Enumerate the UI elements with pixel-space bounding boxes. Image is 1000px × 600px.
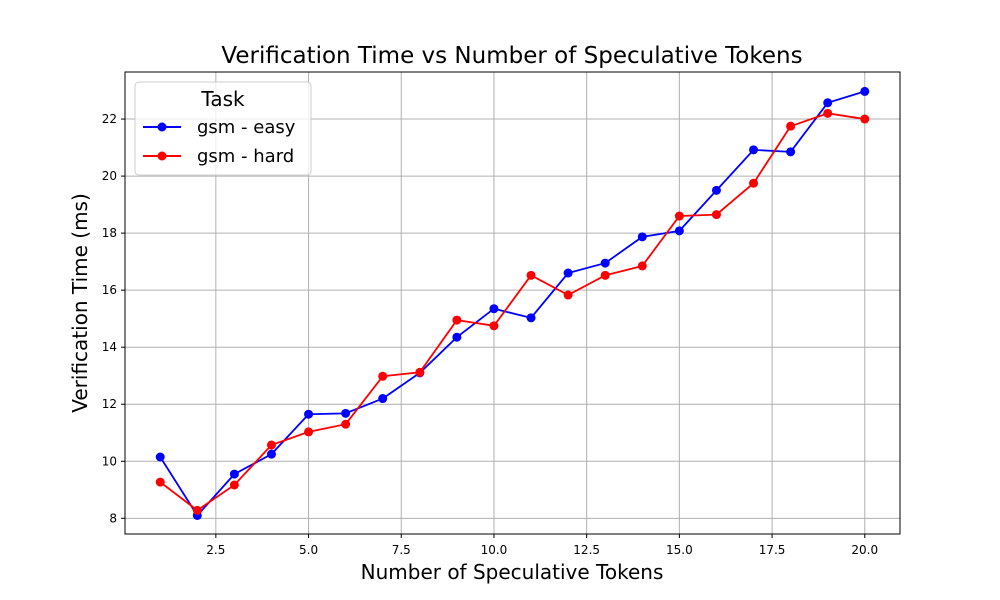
x-tick-label: 2.5 xyxy=(206,543,225,557)
data-point-gsm-hard xyxy=(786,121,796,131)
data-point-gsm-hard xyxy=(341,419,351,429)
data-point-gsm-hard xyxy=(489,321,499,331)
data-point-gsm-hard xyxy=(860,114,870,124)
data-point-gsm-easy xyxy=(786,147,796,157)
data-point-gsm-easy xyxy=(749,145,759,155)
data-point-gsm-easy xyxy=(637,232,647,242)
data-point-gsm-easy xyxy=(489,304,499,314)
data-point-gsm-easy xyxy=(266,449,276,459)
x-axis-label: Number of Speculative Tokens xyxy=(361,560,664,584)
x-tick-label: 10.0 xyxy=(481,543,508,557)
data-point-gsm-hard xyxy=(192,505,202,515)
data-point-gsm-hard xyxy=(304,427,314,437)
data-point-gsm-easy xyxy=(452,332,462,342)
y-axis: 8 10 12 14 16 18 20 22 xyxy=(102,112,125,525)
data-point-gsm-hard xyxy=(526,270,536,280)
legend-marker-gsm-hard xyxy=(157,151,167,161)
data-point-gsm-easy xyxy=(823,98,833,108)
x-tick-label: 5.0 xyxy=(299,543,318,557)
y-tick-label: 20 xyxy=(102,169,117,183)
y-tick-label: 14 xyxy=(102,340,117,354)
x-tick-label: 7.5 xyxy=(392,543,411,557)
data-point-gsm-hard xyxy=(229,480,239,490)
series-layer xyxy=(155,86,870,520)
data-point-gsm-easy xyxy=(563,268,573,278)
legend-title: Task xyxy=(200,87,245,111)
data-point-gsm-hard xyxy=(266,440,276,450)
data-point-gsm-hard xyxy=(749,178,759,188)
data-point-gsm-easy xyxy=(229,469,239,479)
legend-label-gsm-easy: gsm - easy xyxy=(197,117,296,138)
data-point-gsm-hard xyxy=(155,477,165,487)
plot-frame xyxy=(124,71,901,535)
x-tick-label: 12.5 xyxy=(573,543,600,557)
data-point-gsm-easy xyxy=(526,313,536,323)
legend: Task gsm - easy gsm - hard xyxy=(134,81,312,176)
data-point-gsm-hard xyxy=(452,315,462,325)
y-tick-label: 8 xyxy=(109,511,117,525)
legend-label-gsm-hard: gsm - hard xyxy=(197,146,294,167)
y-axis-label: Verification Time (ms) xyxy=(68,193,92,413)
data-point-gsm-hard xyxy=(674,211,684,221)
y-tick-label: 10 xyxy=(102,454,117,468)
legend-marker-gsm-easy xyxy=(157,122,167,132)
x-tick-label: 17.5 xyxy=(759,543,786,557)
series-line-gsm-easy xyxy=(159,90,866,517)
data-point-gsm-hard xyxy=(600,270,610,280)
x-tick-label: 20.0 xyxy=(851,543,878,557)
legend-box xyxy=(134,81,312,176)
data-point-gsm-easy xyxy=(711,185,721,195)
y-tick-label: 16 xyxy=(102,283,117,297)
data-point-gsm-hard xyxy=(415,367,425,377)
data-point-gsm-hard xyxy=(711,210,721,220)
x-axis: 2.5 5.0 7.5 10.0 12.5 15.0 17.5 20.0 xyxy=(206,534,878,557)
data-point-gsm-hard xyxy=(563,290,573,300)
data-point-gsm-easy xyxy=(600,258,610,268)
data-point-gsm-easy xyxy=(378,394,388,404)
data-point-gsm-easy xyxy=(341,408,351,418)
data-point-gsm-easy xyxy=(304,409,314,419)
data-point-gsm-hard xyxy=(378,371,388,381)
data-point-gsm-hard xyxy=(823,108,833,118)
y-tick-label: 18 xyxy=(102,226,117,240)
series-line-gsm-hard xyxy=(159,112,865,512)
data-point-gsm-easy xyxy=(674,226,684,236)
chart-title: Verification Time vs Number of Speculati… xyxy=(221,43,802,69)
x-tick-label: 15.0 xyxy=(666,543,693,557)
data-point-gsm-hard xyxy=(637,261,647,271)
y-tick-label: 12 xyxy=(102,397,117,411)
data-point-gsm-easy xyxy=(860,86,870,96)
data-point-gsm-easy xyxy=(155,452,165,462)
y-tick-label: 22 xyxy=(102,112,117,126)
grid xyxy=(125,72,900,534)
